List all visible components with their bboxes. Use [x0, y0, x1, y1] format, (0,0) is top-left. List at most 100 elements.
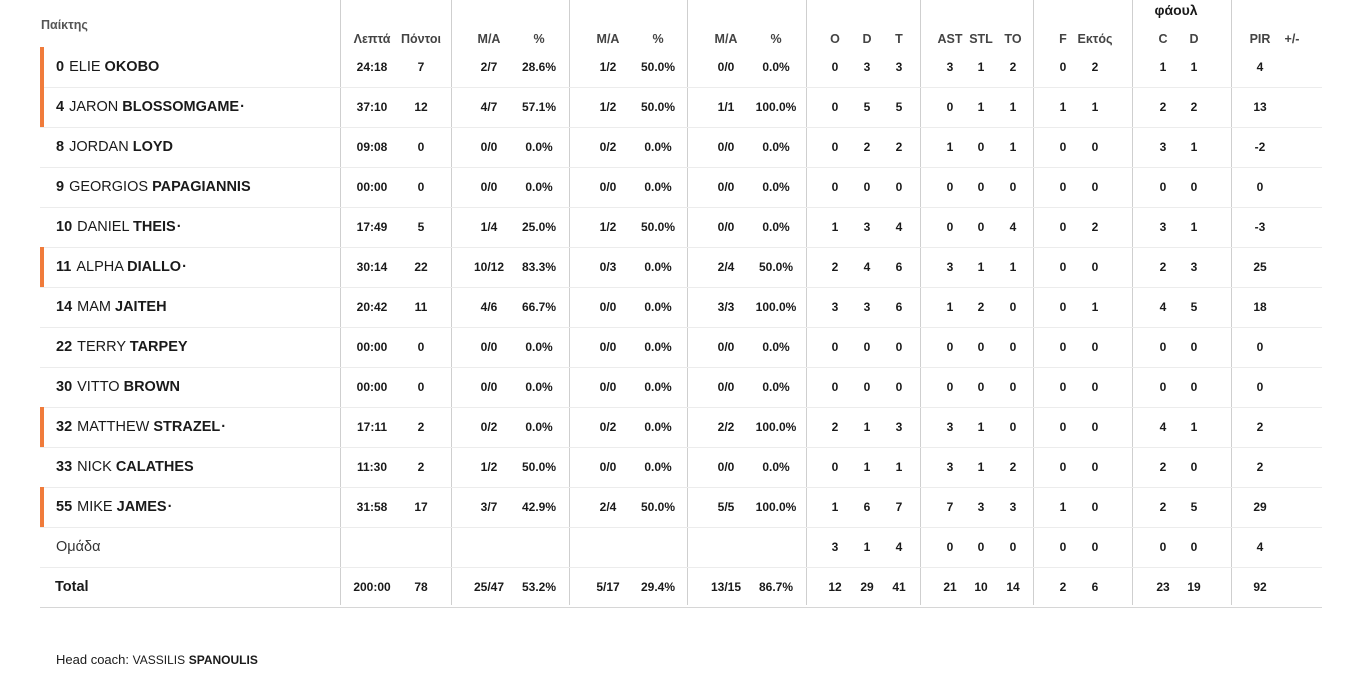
player-number: 11: [56, 259, 72, 275]
starter-indicator: [40, 407, 44, 447]
player-row: 33 NICK CALATHES 11:30 2 1/2 50.0% 0/0 0.0% 0/0 0…: [40, 447, 1322, 488]
stat-cell: 1/2: [599, 220, 617, 234]
stat-cell: 0/0: [599, 460, 617, 474]
stat-cell: 0: [1091, 500, 1099, 514]
stat-cell: 0: [1256, 340, 1264, 354]
column-separator: [687, 0, 688, 605]
stat-cell: 0/2: [599, 420, 617, 434]
stat-cell: 200:00: [353, 580, 391, 594]
player-name-link[interactable]: 11 ALPHA DIALLO·: [56, 247, 187, 287]
player-last-name: LOYD: [132, 139, 174, 155]
stat-cell: 0: [1159, 380, 1167, 394]
head-coach: Head coach: VASSILIS SPANOULIS: [56, 652, 258, 667]
column-separator: [451, 0, 452, 605]
player-row: 11 ALPHA DIALLO· 30:14 22 10/12 83.3% 0/3 0.0% 2…: [40, 247, 1322, 288]
player-last-name: JAMES: [116, 499, 167, 515]
stat-cell: 1/2: [480, 460, 498, 474]
stat-cell: 0/0: [717, 60, 735, 74]
player-name-link[interactable]: 0 ELIE OKOBO: [56, 47, 160, 87]
stat-cell: 0: [1091, 340, 1099, 354]
player-first-name: MAM: [77, 299, 111, 315]
stat-cell: 3: [1159, 140, 1167, 154]
stat-cell: 23: [1156, 580, 1170, 594]
stat-cell: 1: [1091, 300, 1099, 314]
player-name-link[interactable]: 8 JORDAN LOYD: [56, 127, 174, 167]
stat-cell: 0/0: [480, 340, 498, 354]
stat-cell: 25: [1253, 260, 1267, 274]
stat-cell: 3: [895, 60, 903, 74]
stat-cell: 5: [863, 100, 871, 114]
player-row: 10 DANIEL THEIS· 17:49 5 1/4 25.0% 1/2 50.0% 0/0…: [40, 207, 1322, 248]
stat-cell: 1: [946, 300, 954, 314]
player-name-link[interactable]: 32 MATTHEW STRAZEL·: [56, 407, 226, 447]
stat-cell: 0: [1009, 180, 1017, 194]
stat-cell: 0/0: [599, 340, 617, 354]
stat-cell: 10: [974, 580, 988, 594]
stat-cell: 0.0%: [525, 180, 553, 194]
stat-cell: 0: [977, 340, 985, 354]
stat-cell: 30:14: [356, 260, 388, 274]
stat-cell: 5: [1190, 500, 1198, 514]
player-number: 55: [56, 499, 73, 515]
player-name-link[interactable]: 4 JARON BLOSSOMGAME·: [56, 87, 245, 127]
player-name-link[interactable]: 10 DANIEL THEIS·: [56, 207, 182, 247]
player-name-link[interactable]: 30 VITTO BROWN: [56, 367, 181, 407]
stat-cell: 2/2: [717, 420, 735, 434]
stat-cell: 3: [946, 60, 954, 74]
stat-cell: 3: [831, 300, 839, 314]
stat-cell: 25.0%: [521, 220, 557, 234]
stat-cell: 0/0: [599, 180, 617, 194]
stat-cell: 3: [863, 220, 871, 234]
player-first-name: MIKE: [77, 499, 113, 515]
stat-cell: 2/4: [717, 260, 735, 274]
stat-cell: 0/0: [480, 180, 498, 194]
stat-cell: 0: [1059, 540, 1067, 554]
player-row: 4 JARON BLOSSOMGAME· 37:10 12 4/7 57.1% 1/2 50.…: [40, 87, 1322, 128]
stat-cell: 83.3%: [521, 260, 557, 274]
stat-cell: 1: [863, 460, 871, 474]
player-name-link[interactable]: 22 TERRY TARPEY: [56, 327, 189, 367]
player-name-link[interactable]: 14 MAM JAITEH: [56, 287, 168, 327]
player-name-link[interactable]: 9 GEORGIOS PAPAGIANNIS: [56, 167, 252, 207]
stat-cell: 0: [1059, 220, 1067, 234]
stat-cell: 29: [1253, 500, 1267, 514]
stat-cell: 0.0%: [525, 140, 553, 154]
stat-cell: 0: [946, 220, 954, 234]
player-last-name: THEIS: [133, 219, 176, 235]
stat-cell: 2: [1009, 60, 1017, 74]
stat-cell: 3: [946, 260, 954, 274]
stat-cell: 0: [1059, 340, 1067, 354]
stat-cell: 0.0%: [644, 420, 672, 434]
stat-cell: 0: [417, 380, 425, 394]
player-row: 0 ELIE OKOBO 24:18 7 2/7 28.6% 1/2 50.0% 0/0 0.0%…: [40, 47, 1322, 88]
player-name-link[interactable]: 55 MIKE JAMES·: [56, 487, 172, 527]
stat-cell: 100.0%: [755, 500, 797, 514]
column-separator: [1132, 0, 1133, 605]
player-name-link[interactable]: 33 NICK CALATHES: [56, 447, 195, 487]
column-separator: [1033, 0, 1034, 605]
player-dot: ·: [167, 499, 173, 515]
stat-cell: 0.0%: [525, 380, 553, 394]
stat-cell: 1: [863, 420, 871, 434]
stat-cell: 0: [1190, 460, 1198, 474]
player-row: 55 MIKE JAMES· 31:58 17 3/7 42.9% 2/4 50.0% 5/5 1…: [40, 487, 1322, 528]
stat-cell: -3: [1254, 220, 1266, 234]
stat-cell: 100.0%: [755, 100, 797, 114]
head-coach-prefix: Head coach:: [56, 652, 129, 667]
stat-cell: 0: [1091, 460, 1099, 474]
stat-cell: 3: [895, 420, 903, 434]
stat-cell: 6: [1091, 580, 1099, 594]
stat-cell: 0: [1190, 340, 1198, 354]
stat-cell: 4: [895, 540, 903, 554]
stat-cell: 11:30: [356, 460, 388, 474]
stat-cell: 0: [1159, 340, 1167, 354]
stat-cell: 0.0%: [762, 60, 790, 74]
stat-cell: 31:58: [356, 500, 388, 514]
stat-cell: 5/17: [596, 580, 620, 594]
player-last-name: CALATHES: [115, 459, 194, 475]
stat-cell: 29: [860, 580, 874, 594]
column-header: Μ/Α: [596, 32, 620, 46]
player-number: 0: [56, 59, 65, 75]
player-first-name: ELIE: [69, 59, 101, 75]
stat-cell: 50.0%: [640, 100, 676, 114]
